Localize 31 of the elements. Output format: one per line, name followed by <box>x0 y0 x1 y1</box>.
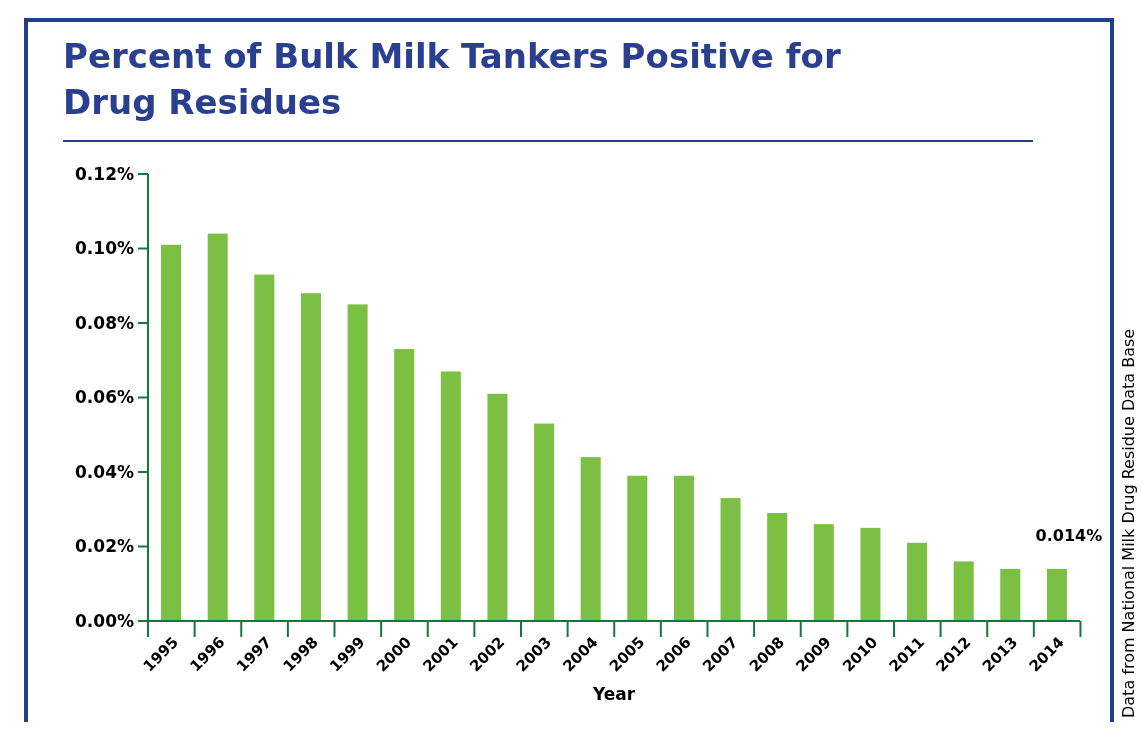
bar <box>440 371 461 621</box>
bar <box>907 542 928 621</box>
bar <box>673 475 694 621</box>
bar <box>953 561 974 621</box>
y-tick-label: 0.12% <box>75 163 134 184</box>
bar <box>1000 568 1021 621</box>
bar <box>394 349 415 621</box>
bar <box>627 475 648 621</box>
y-tick-label: 0.04% <box>75 461 134 482</box>
bar <box>300 293 321 621</box>
bar <box>767 512 788 621</box>
bar <box>487 393 508 621</box>
bar <box>207 233 228 621</box>
bar <box>347 304 368 621</box>
bar <box>860 527 881 621</box>
y-tick-label: 0.00% <box>75 610 134 631</box>
chart-title: Percent of Bulk Milk Tankers Positive for Drug Residues <box>63 36 841 122</box>
annotation: 0.014% <box>1035 525 1103 545</box>
x-axis-title: Year <box>591 684 636 704</box>
y-tick-label: 0.06% <box>75 387 134 408</box>
bar <box>254 274 275 621</box>
y-tick-label: 0.02% <box>75 536 134 557</box>
bar <box>813 524 834 621</box>
bar <box>720 498 741 621</box>
bar <box>161 244 182 621</box>
y-tick-label: 0.10% <box>75 238 134 259</box>
y-tick-label: 0.08% <box>75 312 134 333</box>
bar <box>580 457 601 621</box>
text: Data from National Milk Drug Residue Data Base <box>1119 328 1138 718</box>
bar <box>1046 568 1067 621</box>
bar <box>534 423 555 621</box>
